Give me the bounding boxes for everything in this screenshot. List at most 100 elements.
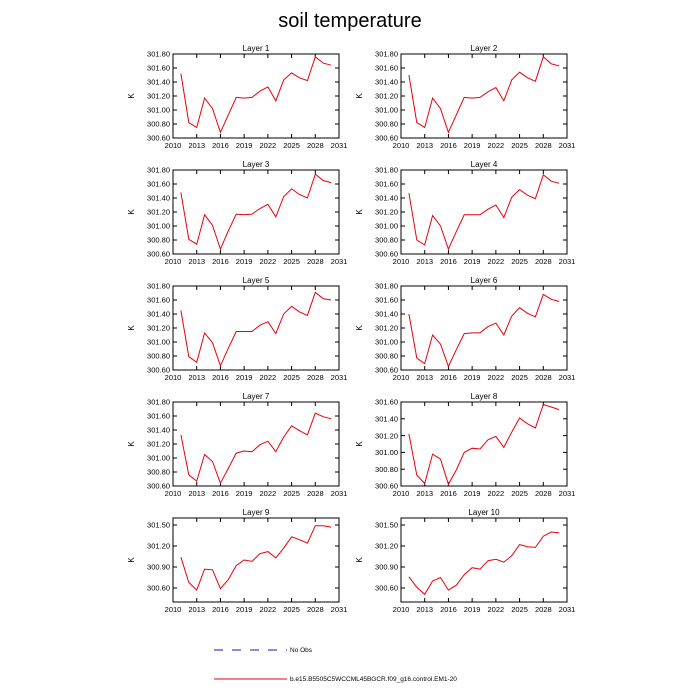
layer-5-xtick-label: 2013	[188, 373, 205, 382]
layer-3-xtick-label: 2028	[307, 257, 324, 266]
layer-9-panel: Layer 9 K 2010 2013 2016 2019 2022 2025 2028 2031…	[127, 508, 347, 614]
layer-2-xtick-label: 2025	[511, 141, 528, 150]
layer-2-plot-frame	[400, 53, 568, 139]
layer-1-xtick-label: 2013	[188, 141, 205, 150]
layer-10-ytick-label: 300.60	[375, 584, 398, 593]
layer-8-xtick-label: 2010	[393, 489, 410, 498]
layer-4-xtick-label: 2019	[464, 257, 481, 266]
layer-3-ylabel: K	[127, 209, 136, 215]
layer-10-xtick-label: 2028	[535, 605, 552, 614]
layer-8-plot-frame	[400, 401, 568, 487]
layer-8-title: Layer 8	[471, 392, 498, 401]
layer-8-ytick-label: 301.60	[375, 398, 398, 407]
layer-8-ylabel: K	[355, 441, 364, 447]
layer-2-xtick-label: 2022	[488, 141, 505, 150]
layer-5-ytick-label: 300.60	[147, 366, 170, 375]
layer-1-xtick-label: 2025	[283, 141, 300, 150]
layer-9-xtick-label: 2022	[260, 605, 277, 614]
layer-1-panel: Layer 1 K 2010 2013 2016 2019 2022 2025 2028 2031…	[127, 44, 347, 150]
layer-9-title: Layer 9	[243, 508, 270, 517]
layer-3-ytick-label: 301.40	[147, 194, 170, 203]
layer-7-ytick-label: 300.60	[147, 482, 170, 491]
layer-8-ytick-label: 300.80	[375, 465, 398, 474]
legend: No Obs b.e15.B5505C5WCCML45BGCR.f09_g16.…	[214, 647, 457, 683]
layer-4-xtick-label: 2013	[416, 257, 433, 266]
layer-3-series-line	[180, 173, 332, 251]
layer-1-series-line	[180, 55, 332, 134]
layer-4-xtick-label: 2031	[559, 257, 576, 266]
layer-3-xtick-label: 2010	[165, 257, 182, 266]
layer-3-xtick-label: 2025	[283, 257, 300, 266]
layer-1-ytick-label: 301.80	[147, 50, 170, 59]
layer-2-xtick-label: 2016	[440, 141, 457, 150]
layer-7-plot-frame	[172, 401, 340, 487]
layer-9-ytick-label: 301.20	[147, 542, 170, 551]
layer-5-xtick-label: 2025	[283, 373, 300, 382]
layer-10-ytick-label: 300.90	[375, 563, 398, 572]
layer-1-xtick-label: 2016	[212, 141, 229, 150]
layer-7-ytick-label: 301.00	[147, 454, 170, 463]
layer-1-ytick-label: 301.60	[147, 64, 170, 73]
layer-10-panel: Layer 10 K 2010 2013 2016 2019 2022 2025 2028 203…	[355, 508, 575, 614]
figure-title: soil temperature	[278, 10, 421, 32]
layer-8-series-line	[408, 403, 560, 486]
layer-7-xtick-label: 2016	[212, 489, 229, 498]
layer-10-ytick-label: 301.20	[375, 542, 398, 551]
layer-5-xtick-label: 2019	[236, 373, 253, 382]
layer-1-ytick-label: 301.40	[147, 78, 170, 87]
layer-6-series-line	[408, 293, 560, 368]
layer-7-xtick-label: 2022	[260, 489, 277, 498]
layer-6-ytick-label: 301.60	[375, 296, 398, 305]
layer-4-ytick-label: 301.20	[375, 208, 398, 217]
layer-9-xtick-label: 2019	[236, 605, 253, 614]
layer-6-xtick-label: 2019	[464, 373, 481, 382]
layer-6-xtick-label: 2028	[535, 373, 552, 382]
layer-1-xtick-label: 2010	[165, 141, 182, 150]
layer-2-ytick-label: 301.80	[375, 50, 398, 59]
layer-9-plot-frame	[172, 517, 340, 603]
layer-2-ytick-label: 301.00	[375, 106, 398, 115]
layer-6-xtick-label: 2022	[488, 373, 505, 382]
layer-9-xtick-label: 2028	[307, 605, 324, 614]
layer-1-plot-frame	[172, 53, 340, 139]
layer-5-xtick-label: 2031	[331, 373, 348, 382]
layer-6-title: Layer 6	[471, 276, 498, 285]
layer-9-ytick-label: 300.60	[147, 584, 170, 593]
layer-6-xtick-label: 2013	[416, 373, 433, 382]
layer-7-title: Layer 7	[243, 392, 270, 401]
layer-4-xtick-label: 2022	[488, 257, 505, 266]
layer-4-xtick-label: 2010	[393, 257, 410, 266]
layer-7-ytick-label: 301.40	[147, 426, 170, 435]
layer-2-ylabel: K	[355, 93, 364, 99]
layer-6-ytick-label: 301.40	[375, 310, 398, 319]
layer-10-ylabel: K	[355, 557, 364, 563]
layer-3-xtick-label: 2022	[260, 257, 277, 266]
layer-5-xtick-label: 2016	[212, 373, 229, 382]
layer-4-xtick-label: 2028	[535, 257, 552, 266]
layer-2-xtick-label: 2019	[464, 141, 481, 150]
layer-10-plot-frame	[400, 517, 568, 603]
layer-3-ytick-label: 301.00	[147, 222, 170, 231]
layer-5-ytick-label: 301.20	[147, 324, 170, 333]
layer-3-xtick-label: 2019	[236, 257, 253, 266]
layer-2-ytick-label: 301.40	[375, 78, 398, 87]
legend-label-no-obs: No Obs	[290, 647, 313, 654]
layer-10-xtick-label: 2013	[416, 605, 433, 614]
layer-4-ytick-label: 301.40	[375, 194, 398, 203]
layer-10-xtick-label: 2019	[464, 605, 481, 614]
layer-7-ytick-label: 301.60	[147, 412, 170, 421]
layer-5-ytick-label: 301.00	[147, 338, 170, 347]
layer-2-xtick-label: 2010	[393, 141, 410, 150]
layer-4-panel: Layer 4 K 2010 2013 2016 2019 2022 2025 2028 2031…	[355, 160, 575, 266]
layer-10-xtick-label: 2016	[440, 605, 457, 614]
layer-9-xtick-label: 2010	[165, 605, 182, 614]
layer-7-xtick-label: 2031	[331, 489, 348, 498]
layer-1-ylabel: K	[127, 93, 136, 99]
layer-2-xtick-label: 2028	[535, 141, 552, 150]
layer-5-title: Layer 5	[243, 276, 270, 285]
layer-4-series-line	[408, 174, 560, 251]
layer-8-ytick-label: 300.60	[375, 482, 398, 491]
layer-3-ytick-label: 301.60	[147, 180, 170, 189]
layer-8-ytick-label: 301.00	[375, 448, 398, 457]
